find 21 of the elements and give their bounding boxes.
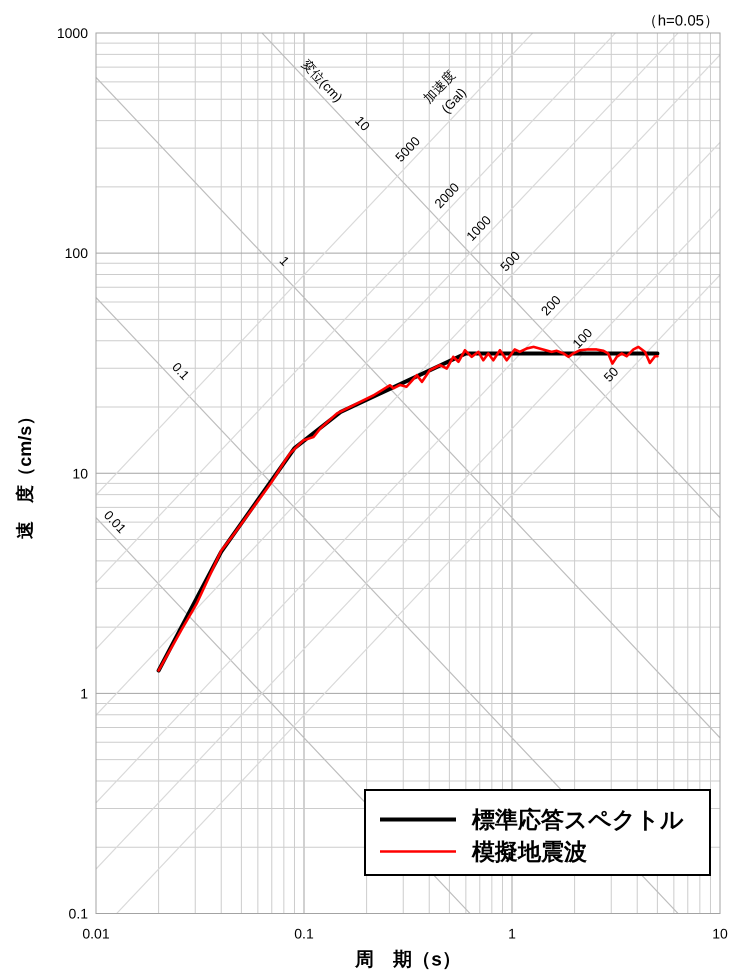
text: （h=0.05）	[642, 12, 719, 30]
x-tick-label: 0.01	[82, 926, 110, 942]
annotation: 100	[569, 325, 596, 352]
x-axis-title: 周 期（s）	[354, 950, 461, 970]
x-tick-label: 1	[508, 926, 516, 942]
x-tick-label: 0.1	[294, 926, 314, 942]
annotation: 10	[352, 112, 373, 134]
y-tick-label: 0.1	[68, 906, 88, 922]
x-tick-label: 10	[712, 926, 728, 942]
y-axis-title: 速 度（cm/s）	[15, 408, 35, 539]
annotation: 50	[600, 364, 622, 385]
legend-label: 標準応答スペクトル	[471, 806, 684, 832]
y-tick-label: 1	[80, 685, 88, 702]
annotation: 1	[276, 253, 292, 269]
y-tick-label: 10	[72, 465, 88, 482]
y-tick-label: 1000	[56, 25, 88, 41]
legend-label: 模擬地震波	[471, 838, 587, 864]
y-tick-label: 100	[64, 245, 88, 262]
annotation: 0.1	[169, 359, 192, 383]
annotation: 500	[497, 248, 524, 274]
annotation: 200	[538, 292, 564, 318]
